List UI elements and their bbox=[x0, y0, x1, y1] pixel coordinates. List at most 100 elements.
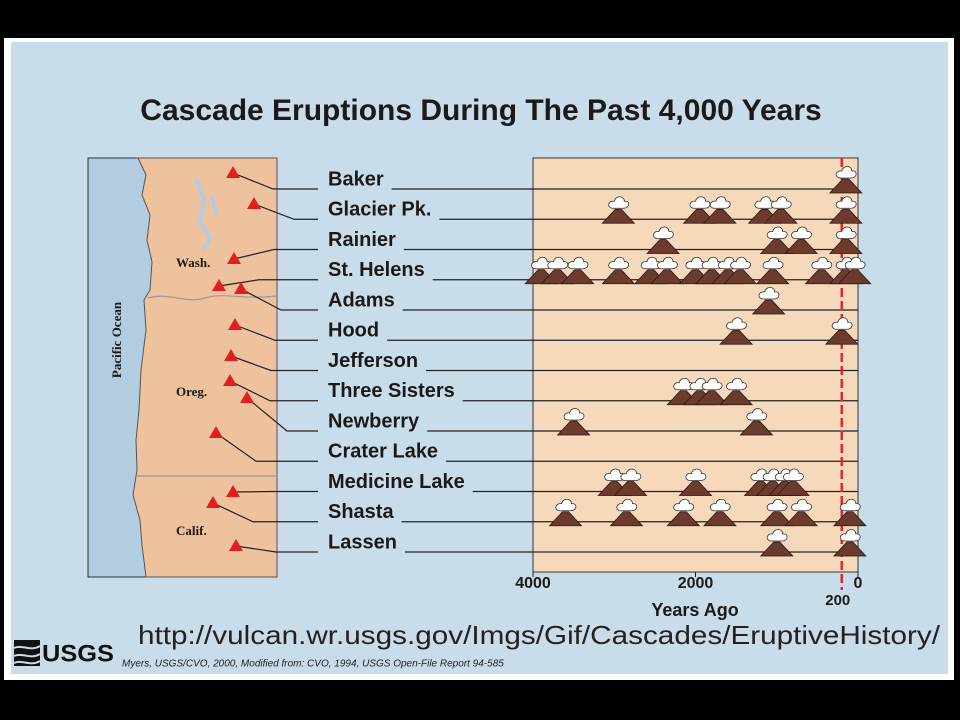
eruption-cone bbox=[832, 511, 867, 527]
eruption-marker bbox=[646, 226, 680, 254]
eruption-cloud bbox=[726, 317, 747, 330]
eruption-marker bbox=[828, 196, 863, 224]
eruption-cloud bbox=[835, 226, 857, 239]
eruption-cloud bbox=[555, 498, 577, 512]
leader-line bbox=[229, 380, 318, 402]
state-label: Wash. bbox=[176, 255, 210, 270]
eruption-cone bbox=[739, 420, 774, 436]
leader-line bbox=[212, 502, 318, 523]
eruption-marker bbox=[723, 256, 758, 285]
eruption-cloud bbox=[567, 256, 589, 270]
volcano-icon bbox=[206, 496, 220, 508]
eruption-marker bbox=[678, 468, 713, 496]
eruption-cone bbox=[755, 269, 790, 285]
volcano-icon bbox=[234, 282, 248, 294]
eruption-cone bbox=[759, 511, 794, 527]
eruption-marker bbox=[560, 256, 595, 285]
eruption-cone bbox=[650, 269, 684, 285]
leader-line bbox=[232, 490, 318, 493]
volcano-name: Adams bbox=[328, 289, 395, 311]
leader-line bbox=[232, 172, 318, 190]
eruption-cloud bbox=[766, 226, 788, 239]
eruption-cone bbox=[601, 269, 636, 285]
credit: Myers, USGS/CVO, 2000, Modified from: CV… bbox=[122, 659, 504, 670]
eruption-marker bbox=[650, 256, 684, 285]
eruption-cloud bbox=[844, 256, 866, 270]
eruption-cloud bbox=[709, 196, 731, 209]
eruption-marker bbox=[556, 408, 591, 436]
eruption-cloud bbox=[762, 256, 784, 270]
eruption-cone bbox=[666, 511, 701, 527]
volcano-icon bbox=[209, 426, 223, 438]
eruption-marker bbox=[837, 256, 872, 285]
leader-line bbox=[253, 203, 318, 220]
eruption-cloud bbox=[673, 498, 695, 512]
state-label: Calif. bbox=[176, 523, 207, 538]
eruption-marker bbox=[755, 256, 790, 285]
eruption-marker bbox=[759, 498, 794, 527]
eruption-cloud bbox=[783, 468, 804, 481]
eruption-marker bbox=[613, 468, 648, 496]
eruption-cloud bbox=[608, 256, 630, 270]
volcano-name: Crater Lake bbox=[328, 441, 438, 463]
eruption-cone bbox=[560, 269, 595, 285]
eruption-cloud bbox=[620, 468, 642, 481]
eruption-cone bbox=[613, 481, 648, 496]
eruption-cone bbox=[759, 239, 794, 254]
eruption-cloud bbox=[709, 498, 731, 512]
volcano-name: Baker bbox=[328, 168, 384, 190]
eruption-cone bbox=[556, 420, 591, 436]
eruption-marker bbox=[804, 256, 839, 285]
x-axis-label: Years Ago bbox=[651, 600, 738, 620]
map: Pacific Ocean Wash. Oreg. Calif. bbox=[87, 157, 278, 578]
eruption-marker bbox=[832, 498, 867, 527]
eruption-cone bbox=[837, 269, 872, 285]
eruption-marker bbox=[763, 196, 798, 224]
eruption-cone bbox=[694, 390, 729, 406]
eruption-cloud bbox=[811, 256, 833, 270]
eruption-marker bbox=[719, 317, 754, 345]
eruption-cloud bbox=[791, 226, 812, 239]
x-tick-label: 2000 bbox=[678, 575, 714, 592]
eruption-cone bbox=[759, 541, 794, 557]
volcano-icon bbox=[228, 318, 242, 330]
eruption-marker bbox=[759, 529, 794, 557]
eruption-cone bbox=[776, 481, 810, 496]
volcano-icon bbox=[226, 485, 240, 497]
eruption-cloud bbox=[547, 256, 569, 270]
volcano-name: Three Sisters bbox=[328, 380, 455, 402]
eruption-marker bbox=[548, 498, 583, 527]
eruption-cloud bbox=[835, 166, 857, 179]
eruption-cloud bbox=[726, 377, 747, 391]
eruption-cone bbox=[702, 208, 737, 224]
eruption-marker bbox=[719, 377, 754, 406]
eruption-cone bbox=[828, 239, 863, 254]
eruption-cone bbox=[609, 511, 644, 527]
eruption-cloud bbox=[766, 529, 788, 542]
eruption-marker bbox=[828, 226, 863, 254]
eruption-cone bbox=[702, 511, 737, 527]
leader-line bbox=[240, 288, 318, 311]
eruption-cloud bbox=[685, 468, 707, 481]
eruption-marker bbox=[739, 408, 774, 436]
eruption-cloud bbox=[839, 529, 861, 542]
volcano-icon bbox=[229, 539, 243, 551]
volcano-name: Rainier bbox=[328, 229, 396, 251]
x-tick-label: 4000 bbox=[515, 575, 551, 592]
eruption-marker bbox=[832, 529, 867, 557]
volcano-name: Hood bbox=[328, 320, 379, 342]
x-tick-label: 0 bbox=[854, 575, 863, 592]
leader-line bbox=[234, 324, 318, 341]
state-border bbox=[147, 295, 278, 301]
eruption-cone bbox=[804, 269, 839, 285]
leader-line bbox=[230, 355, 318, 372]
eruption-cloud bbox=[831, 317, 853, 330]
volcano-icon bbox=[240, 391, 254, 403]
chart-title: Cascade Eruptions During The Past 4,000 … bbox=[140, 94, 821, 127]
usgs-logo: USGS bbox=[12, 634, 116, 670]
eruption-marker bbox=[702, 196, 737, 224]
eruption-cloud bbox=[835, 196, 857, 209]
puget-sound bbox=[194, 177, 218, 251]
eruption-marker bbox=[784, 498, 819, 527]
eruption-cloud bbox=[563, 408, 585, 421]
